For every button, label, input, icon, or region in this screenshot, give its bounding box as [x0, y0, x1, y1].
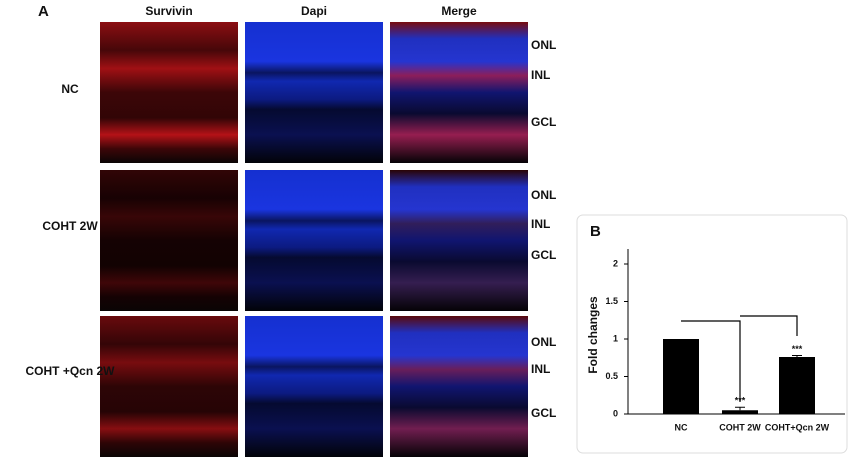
- layer-label: GCL: [531, 406, 556, 420]
- x-tick-label: COHT+Qcn 2W: [765, 422, 830, 432]
- row-label: COHT +Qcn 2W: [25, 364, 115, 378]
- x-tick-label: NC: [675, 422, 688, 432]
- micrograph: [390, 316, 528, 457]
- layer-label: ONL: [531, 38, 556, 52]
- column-label: Merge: [441, 4, 477, 18]
- layer-label: INL: [531, 217, 550, 231]
- row-label: NC: [61, 82, 79, 96]
- micrograph: [245, 316, 383, 457]
- micrograph: [245, 170, 383, 311]
- layer-label: ONL: [531, 188, 556, 202]
- micrograph: [100, 170, 238, 311]
- bar: [779, 357, 815, 414]
- y-tick-label: 1: [613, 333, 618, 343]
- layer-label: GCL: [531, 248, 556, 262]
- y-tick-label: 0.5: [605, 371, 618, 381]
- panel-frame: [576, 214, 848, 454]
- y-tick-label: 2: [613, 258, 618, 268]
- y-tick-label: 0: [613, 408, 618, 418]
- panel-label: A: [38, 3, 49, 20]
- micrograph: [100, 22, 238, 163]
- micrograph: [245, 22, 383, 163]
- significance-label: ***: [792, 344, 803, 354]
- micrograph: [390, 22, 528, 163]
- y-tick-label: 1.5: [605, 296, 618, 306]
- layer-label: ONL: [531, 335, 556, 349]
- panel-label: B: [590, 223, 601, 240]
- column-label: Dapi: [301, 4, 327, 18]
- micrograph: [100, 316, 238, 457]
- y-axis-title: Fold changes: [586, 296, 600, 374]
- column-label: Survivin: [145, 4, 192, 18]
- comparison-bracket: [740, 315, 798, 336]
- comparison-bracket: [681, 320, 741, 402]
- bar: [722, 410, 758, 414]
- micrograph: [390, 170, 528, 311]
- layer-label: INL: [531, 362, 550, 376]
- layer-label: GCL: [531, 115, 556, 129]
- layer-label: INL: [531, 68, 550, 82]
- row-label: COHT 2W: [42, 219, 98, 233]
- bar: [663, 339, 699, 414]
- x-tick-label: COHT 2W: [719, 422, 761, 432]
- significance-label: ***: [735, 396, 746, 406]
